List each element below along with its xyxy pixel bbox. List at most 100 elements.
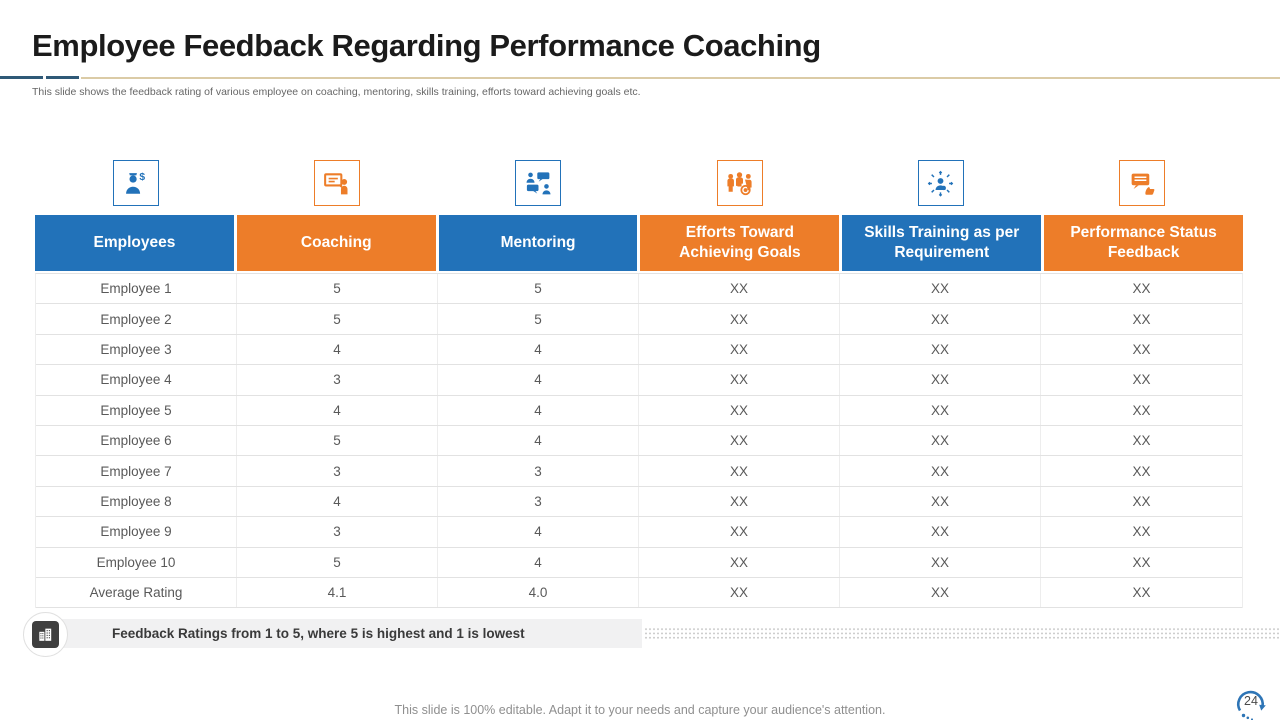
- table-row: Employee 6 5 4 XX XX XX: [36, 425, 1242, 457]
- cell-value: XX: [840, 456, 1041, 486]
- cell-value: 4.1: [237, 577, 438, 608]
- table-body: Employee 1 5 5 XX XX XX Employee 2 5 5 XX XX XX Empl…: [35, 273, 1243, 609]
- cell-value: 3: [438, 486, 639, 517]
- column-header: Efforts Toward Achieving Goals: [640, 215, 840, 271]
- cell-value: 3: [237, 517, 438, 547]
- cell-value: 4.0: [438, 577, 639, 608]
- cell-value: 3: [237, 365, 438, 395]
- cell-value: 5: [237, 274, 438, 304]
- table-row: Employee 1 5 5 XX XX XX: [36, 274, 1242, 305]
- cell-value: XX: [840, 334, 1041, 365]
- row-label: Average Rating: [36, 577, 237, 608]
- title-underline-blue-segment-2: [46, 76, 79, 79]
- table-row: Employee 7 3 3 XX XX XX: [36, 456, 1242, 487]
- cell-value: XX: [639, 395, 840, 425]
- slide-title: Employee Feedback Regarding Performance …: [32, 28, 821, 63]
- cell-value: 4: [438, 517, 639, 547]
- cell-value: XX: [639, 456, 840, 486]
- cell-value: XX: [840, 304, 1041, 334]
- note-text: Feedback Ratings from 1 to 5, where 5 is…: [112, 626, 525, 641]
- page-number: 24: [1244, 694, 1258, 708]
- table-row: Employee 10 5 4 XX XX XX: [36, 547, 1242, 578]
- column-header: Employees: [35, 215, 234, 271]
- cell-value: 5: [237, 547, 438, 577]
- cell-value: XX: [1132, 372, 1151, 388]
- table-row: Employee 3 4 4 XX XX XX: [36, 334, 1242, 366]
- header-icon-box: [313, 160, 360, 206]
- team-goal-medal-icon: [725, 169, 754, 198]
- cell-value: XX: [639, 274, 840, 304]
- mentoring-chat-icon: [524, 169, 553, 198]
- column-header: Mentoring: [438, 215, 638, 271]
- cell-value: XX: [1132, 493, 1151, 509]
- cell-value: 4: [237, 486, 438, 517]
- row-label: Employee 1: [36, 274, 237, 304]
- employee-dollar-icon: $: [121, 169, 150, 198]
- row-label: Employee 5: [36, 395, 237, 425]
- cell-value: XX: [840, 274, 1041, 304]
- icon-cell: $: [35, 156, 236, 206]
- column-header: Coaching: [236, 215, 436, 271]
- feedback-thumbs-up-icon: [1128, 169, 1157, 198]
- cell-value: 4: [237, 395, 438, 425]
- svg-text:$: $: [140, 172, 146, 183]
- cell-value: XX: [1132, 585, 1151, 601]
- note-icon-ring: [23, 612, 68, 657]
- cell-value: XX: [1132, 433, 1151, 449]
- cell-value: XX: [639, 547, 840, 577]
- column-header: Performance Status Feedback: [1044, 215, 1243, 271]
- dotted-divider: [644, 627, 1280, 640]
- cell-value: XX: [840, 425, 1041, 456]
- cell-value: 5: [237, 304, 438, 334]
- icon-cell: [438, 156, 639, 206]
- page-number-badge: 24: [1230, 682, 1272, 720]
- cell-value: XX: [639, 334, 840, 365]
- cell-value: 4: [438, 425, 639, 456]
- table-row: Employee 4 3 4 XX XX XX: [36, 365, 1242, 396]
- cell-value: 5: [237, 425, 438, 456]
- table-row: Employee 5 4 4 XX XX XX: [36, 395, 1242, 426]
- title-underline-tan: [81, 76, 1280, 79]
- cell-value: XX: [1132, 311, 1151, 327]
- cell-value: XX: [840, 486, 1041, 517]
- cell-value: 4: [438, 334, 639, 365]
- row-label: Employee 9: [36, 517, 237, 547]
- title-underline-blue-segment-1: [0, 76, 43, 79]
- header-icon-box: $: [112, 160, 159, 206]
- note-bar: Feedback Ratings from 1 to 5, where 5 is…: [23, 612, 642, 657]
- table-row: Employee 9 3 4 XX XX XX: [36, 517, 1242, 548]
- cell-value: XX: [639, 304, 840, 334]
- cell-value: XX: [840, 547, 1041, 577]
- icon-cell: [1042, 156, 1243, 206]
- cell-value: 4: [438, 365, 639, 395]
- cell-value: XX: [1132, 524, 1151, 540]
- row-label: Employee 8: [36, 486, 237, 517]
- cell-value: XX: [840, 577, 1041, 608]
- header-icon-box: [515, 160, 562, 206]
- cell-value: XX: [1132, 463, 1151, 479]
- row-label: Employee 6: [36, 425, 237, 456]
- header-icon-box: [917, 160, 964, 206]
- table-row: Average Rating 4.1 4.0 XX XX XX: [36, 577, 1242, 609]
- icon-row: $: [35, 156, 1243, 206]
- footer-note: This slide is 100% editable. Adapt it to…: [394, 703, 886, 717]
- cell-value: XX: [840, 395, 1041, 425]
- buildings-icon: [32, 621, 59, 648]
- table-row: Employee 2 5 5 XX XX XX: [36, 304, 1242, 335]
- cell-value: XX: [1132, 402, 1151, 418]
- column-header: Skills Training as per Requirement: [842, 215, 1042, 271]
- cell-value: XX: [1132, 341, 1151, 357]
- cell-value: XX: [639, 365, 840, 395]
- cell-value: XX: [1132, 281, 1151, 297]
- icon-cell: [840, 156, 1041, 206]
- cell-value: 5: [438, 274, 639, 304]
- cell-value: XX: [1132, 554, 1151, 570]
- circular-arrow-icon: [1237, 690, 1266, 720]
- cell-value: XX: [639, 577, 840, 608]
- cell-value: 3: [237, 456, 438, 486]
- cell-value: 5: [438, 304, 639, 334]
- row-label: Employee 7: [36, 456, 237, 486]
- coaching-presentation-icon: [322, 169, 351, 198]
- table-row: Employee 8 4 3 XX XX XX: [36, 486, 1242, 518]
